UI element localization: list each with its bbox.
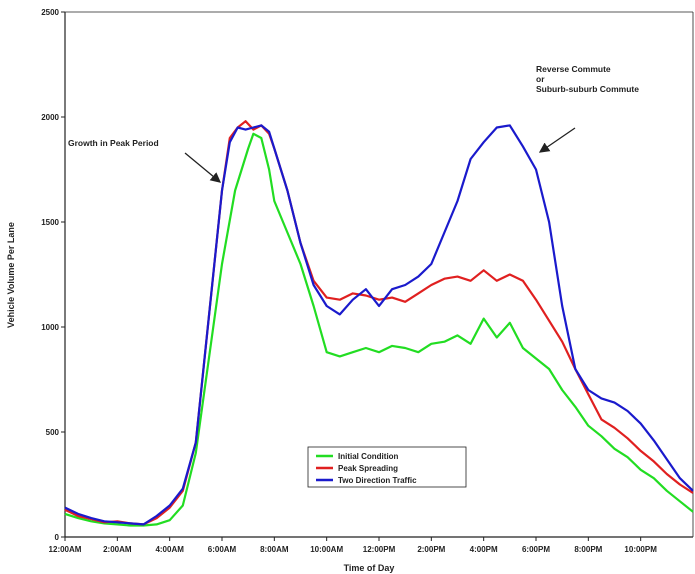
x-tick-label: 6:00AM: [208, 545, 237, 554]
x-tick-label: 8:00AM: [260, 545, 289, 554]
x-tick-label: 12:00PM: [363, 545, 396, 554]
annotation-line: Growth in Peak Period: [68, 138, 159, 148]
x-tick-label: 10:00PM: [624, 545, 657, 554]
y-axis-title: Vehicle Volume Per Lane: [6, 222, 16, 328]
annotation-reverse-arrow: [538, 127, 576, 153]
y-tick-label: 2000: [41, 113, 59, 122]
x-tick-label: 6:00PM: [522, 545, 550, 554]
x-tick-group: 12:00AM 2:00AM 4:00AM 6:00AM 8:00AM 10:00AM 12…: [49, 537, 657, 554]
x-tick-label: 2:00PM: [417, 545, 445, 554]
legend-label: Two Direction Traffic: [338, 476, 417, 485]
legend-label: Initial Condition: [338, 452, 399, 461]
y-tick-label: 2500: [41, 8, 59, 17]
annotation-line: Suburb-suburb Commute: [536, 84, 639, 94]
legend-label: Peak Spreading: [338, 464, 398, 473]
x-axis-title: Time of Day: [344, 563, 395, 573]
x-tick-label: 10:00AM: [310, 545, 343, 554]
series-line-initial-condition: [64, 132, 694, 527]
y-tick-group: 0 500 1000 1500 2000 2500: [41, 8, 65, 542]
x-tick-label: 4:00AM: [155, 545, 184, 554]
y-tick-label: 0: [55, 533, 60, 542]
x-tick-label: 4:00PM: [470, 545, 498, 554]
legend: Initial Condition Peak Spreading Two Direc…: [307, 446, 467, 488]
y-tick-label: 500: [46, 428, 60, 437]
x-tick-label: 8:00PM: [574, 545, 602, 554]
series-line-two-direction-traffic: [64, 124, 694, 526]
y-tick-label: 1500: [41, 218, 59, 227]
annotation-reverse-commute: Reverse Commute or Suburb-suburb Commute: [536, 64, 639, 153]
annotation-line: or: [536, 74, 545, 84]
annotation-line: Reverse Commute: [536, 64, 611, 74]
x-tick-label: 2:00AM: [103, 545, 132, 554]
y-tick-label: 1000: [41, 323, 59, 332]
annotation-growth-peak: Growth in Peak Period: [68, 138, 222, 183]
annotation-growth-arrow: [184, 152, 222, 183]
x-tick-label: 12:00AM: [49, 545, 82, 554]
annotation-reverse-text: Reverse Commute or Suburb-suburb Commute: [536, 64, 639, 94]
legend-box: [307, 446, 467, 488]
series-layer: [64, 120, 694, 527]
annotation-growth-text: Growth in Peak Period: [68, 138, 159, 148]
